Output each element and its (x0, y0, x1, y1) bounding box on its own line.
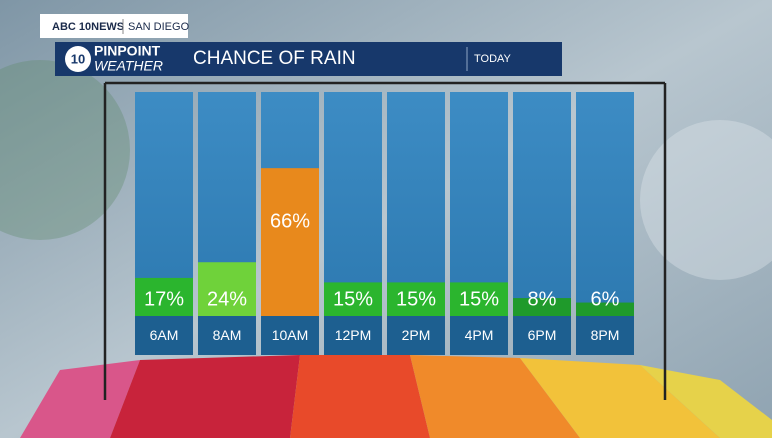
bar (576, 302, 634, 316)
value-label: 15% (333, 288, 373, 310)
x-tick-label: 8PM (591, 327, 620, 343)
city: SAN DIEGO (128, 21, 190, 33)
x-tick-label: 6AM (150, 327, 179, 343)
frame (103, 81, 667, 400)
value-label: 15% (396, 288, 436, 310)
bokeh (640, 120, 772, 280)
bar (198, 262, 256, 316)
label-band (387, 316, 445, 355)
logo (65, 46, 91, 72)
x-tick-label: 6PM (528, 327, 557, 343)
value-label: 66% (270, 210, 310, 232)
brand-bottom: WEATHER (94, 58, 163, 74)
x-tick-label: 12PM (335, 327, 372, 343)
label-band (198, 316, 256, 355)
bar (387, 282, 445, 316)
bar (513, 298, 571, 316)
x-tick-label: 10AM (272, 327, 309, 343)
value-label: 17% (144, 288, 184, 310)
value-label: 24% (207, 288, 247, 310)
label-band (513, 316, 571, 355)
station-box (40, 14, 188, 38)
label-band (576, 316, 634, 355)
label-band (135, 316, 193, 355)
banner (55, 42, 562, 76)
label-band (261, 316, 319, 355)
label-band (324, 316, 382, 355)
label-band (450, 316, 508, 355)
umbrella (20, 355, 772, 438)
value-label: 15% (459, 288, 499, 310)
bar (261, 168, 319, 316)
x-tick-label: 4PM (465, 327, 494, 343)
period: TODAY (474, 53, 512, 65)
value-label: 6% (591, 288, 620, 310)
bokeh (0, 60, 130, 240)
brand-top: PINPOINT (94, 43, 161, 59)
logo-number: 10 (71, 51, 85, 66)
value-label: 8% (528, 288, 557, 310)
chart-title: CHANCE OF RAIN (193, 48, 356, 69)
x-tick-label: 8AM (213, 327, 242, 343)
bar (135, 277, 193, 316)
bar (450, 282, 508, 316)
bar (324, 282, 382, 316)
x-tick-label: 2PM (402, 327, 431, 343)
station: ABC 10NEWS (52, 21, 124, 33)
